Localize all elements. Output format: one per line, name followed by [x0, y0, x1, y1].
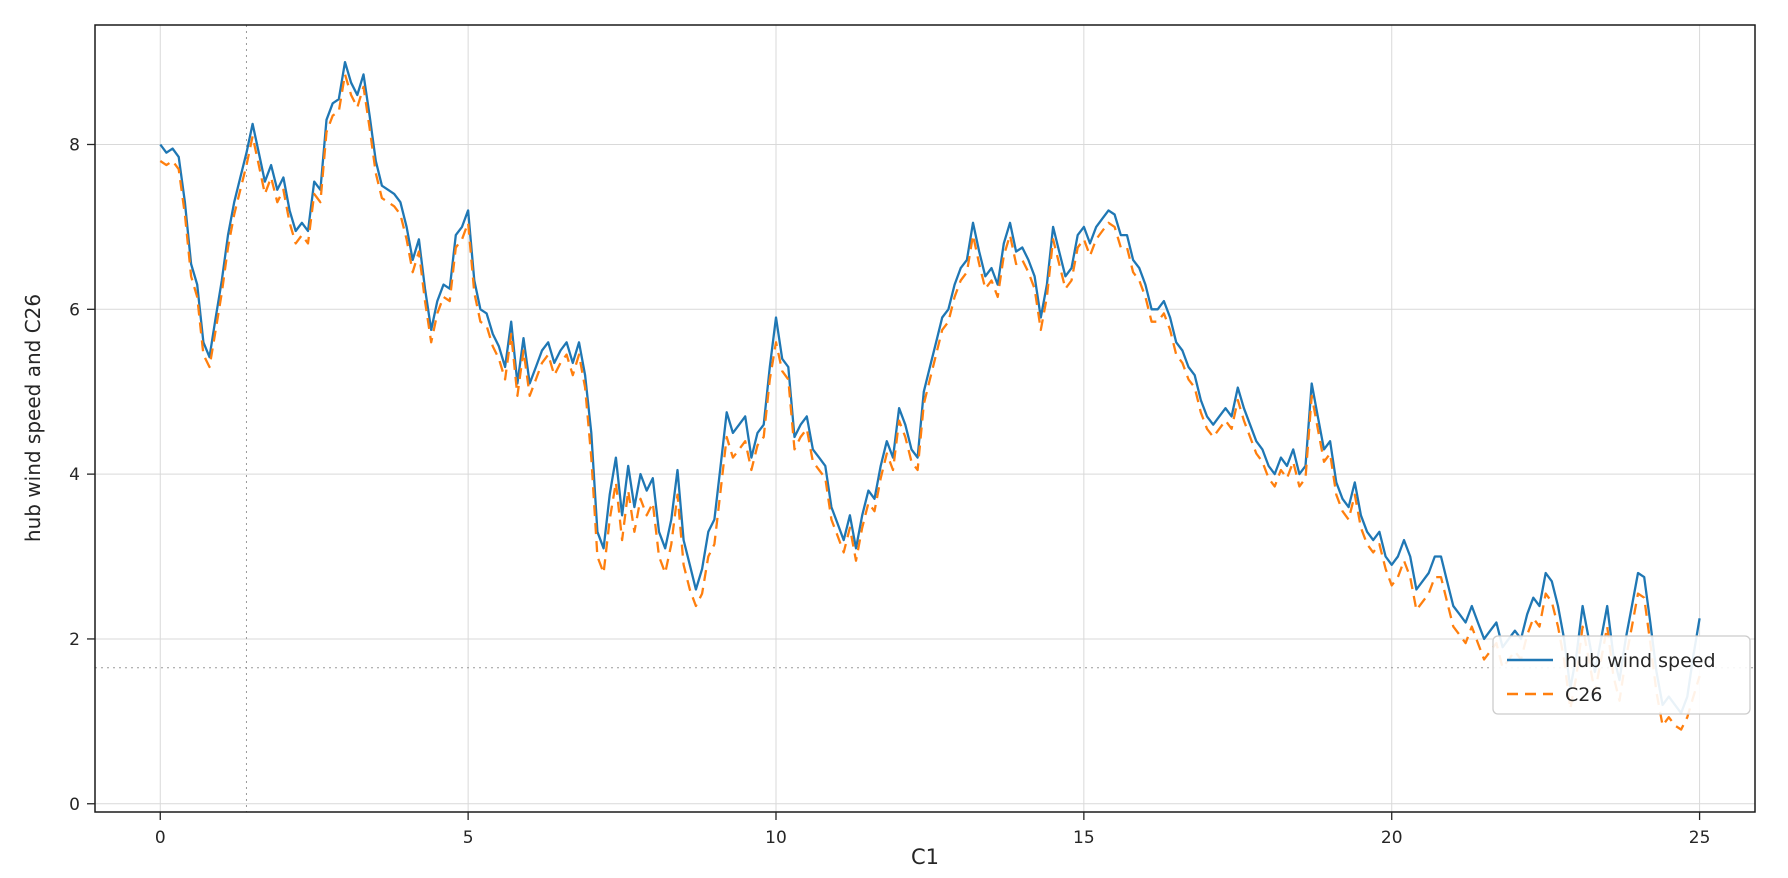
axes-frame	[94, 24, 1756, 813]
x-tick-label: 5	[463, 828, 474, 848]
y-tick-label: 6	[69, 300, 80, 320]
y-tick-label: 2	[69, 630, 80, 650]
data-series	[159, 60, 1701, 731]
crosshair-lines	[95, 25, 1755, 812]
plot-area	[95, 25, 1755, 812]
legend-label: hub wind speed	[1565, 650, 1716, 672]
x-tick-label: 25	[1689, 828, 1711, 848]
legend: hub wind speed C26	[1492, 635, 1751, 715]
series-line-hub-wind-speed	[159, 60, 1701, 715]
gridlines	[95, 25, 1755, 812]
legend-box	[1492, 635, 1751, 715]
tick-marks: 0 5 10 15 20 25 0 2 4 6 8	[69, 135, 1710, 848]
y-tick-label: 8	[69, 135, 80, 155]
x-tick-label: 0	[155, 828, 166, 848]
series-line-c26	[159, 73, 1701, 731]
x-tick-label: 10	[765, 828, 787, 848]
y-axis-label: hub wind speed and C26	[21, 294, 45, 542]
y-tick-label: 4	[69, 465, 80, 485]
x-tick-label: 20	[1381, 828, 1403, 848]
legend-label: C26	[1565, 684, 1602, 706]
x-tick-label: 15	[1073, 828, 1095, 848]
x-axis-label: C1	[911, 845, 939, 869]
y-tick-label: 0	[69, 795, 80, 815]
